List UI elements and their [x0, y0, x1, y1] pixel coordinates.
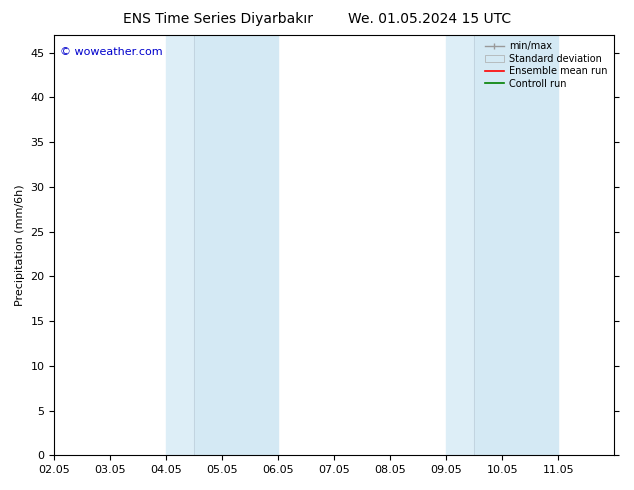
- Bar: [195, 35, 278, 455]
- Text: ENS Time Series Diyarbakır        We. 01.05.2024 15 UTC: ENS Time Series Diyarbakır We. 01.05.202…: [123, 12, 511, 26]
- Legend: min/max, Standard deviation, Ensemble mean run, Controll run: min/max, Standard deviation, Ensemble me…: [482, 40, 609, 91]
- Bar: [446, 35, 474, 455]
- Bar: [166, 35, 195, 455]
- Text: © woweather.com: © woweather.com: [60, 47, 163, 57]
- Y-axis label: Precipitation (mm/6h): Precipitation (mm/6h): [15, 184, 25, 306]
- Bar: [474, 35, 558, 455]
